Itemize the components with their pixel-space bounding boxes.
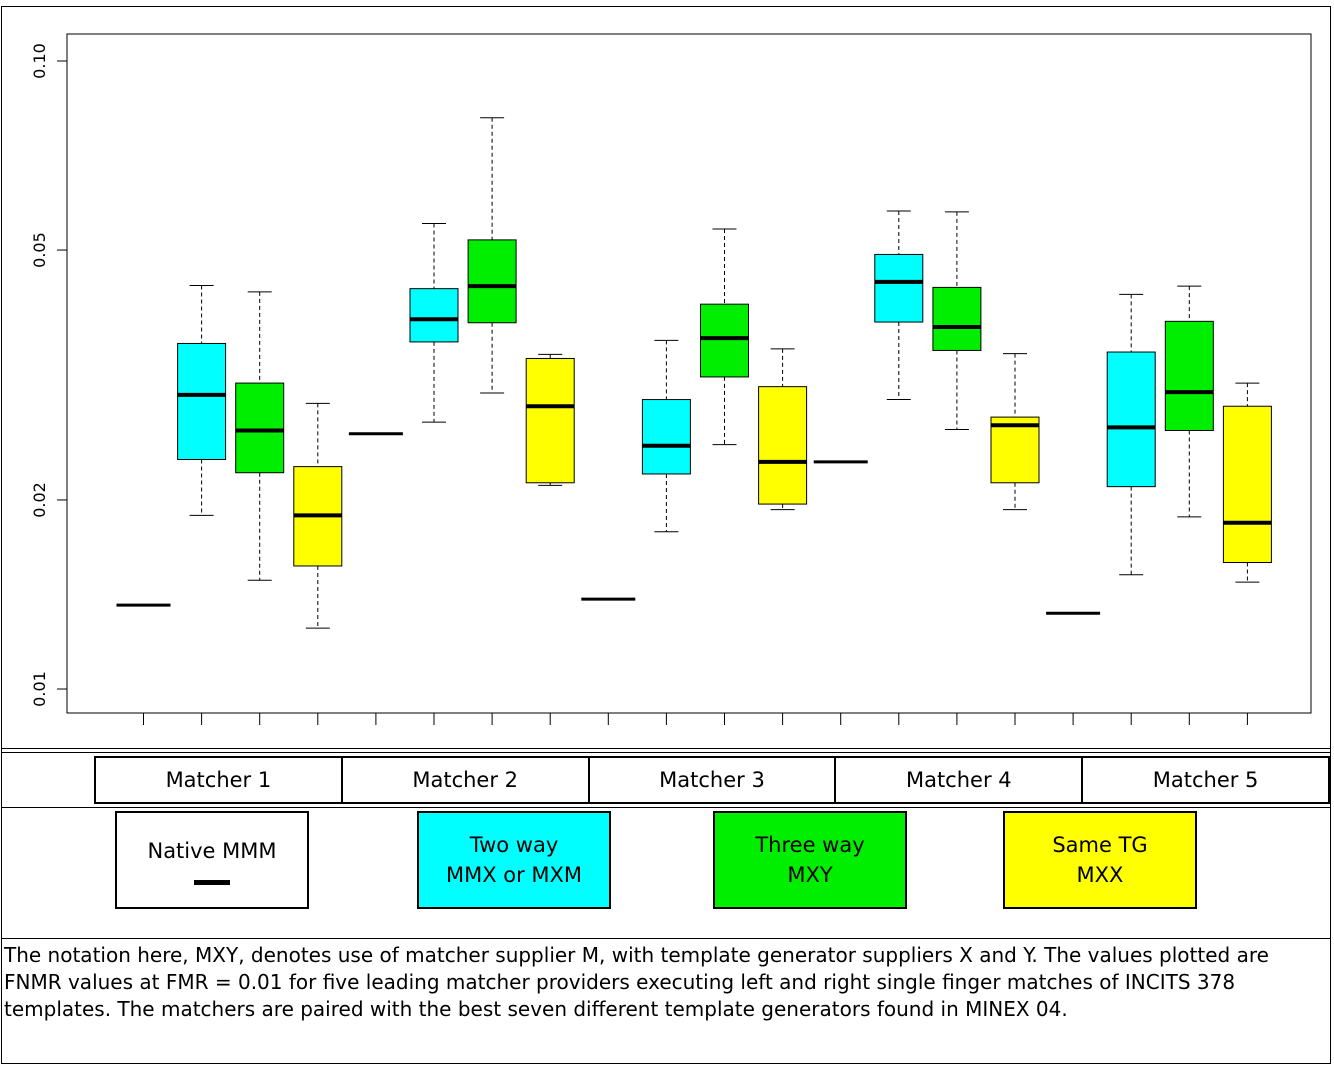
box-iqr <box>525 357 575 484</box>
divider-top <box>1 748 1331 749</box>
box-iqr <box>235 382 285 474</box>
box-iqr <box>177 342 227 460</box>
caption-text: The notation here, MXY, denotes use of m… <box>4 943 1269 1021</box>
y-tick-label: 0.02 <box>30 482 49 518</box>
box-iqr <box>1222 405 1272 564</box>
box-iqr <box>932 286 982 351</box>
matcher-label-2: Matcher 2 <box>343 758 590 802</box>
box-iqr <box>1164 320 1214 432</box>
box-iqr <box>758 386 808 505</box>
box-iqr <box>409 288 459 343</box>
legend-three-way: Three way MXY <box>713 811 907 909</box>
plot-area-border <box>66 33 1312 714</box>
legend-three-way-line1: Three way <box>755 833 865 857</box>
matcher-label-3: Matcher 3 <box>590 758 837 802</box>
figure-frame <box>1 6 1331 1064</box>
legend-native: Native MMM <box>115 811 309 909</box>
legend-three-way-line2: MXY <box>787 863 833 887</box>
legend-same-tg-line2: MXX <box>1076 863 1124 887</box>
box-iqr <box>641 399 691 475</box>
divider-top-2 <box>1 752 1331 753</box>
y-tick-label: 0.10 <box>30 43 49 79</box>
matcher-label-4: Matcher 4 <box>836 758 1084 802</box>
matcher-label-5: Matcher 5 <box>1152 768 1259 792</box>
box-iqr <box>1106 351 1156 488</box>
matcher-labels: Matcher 1 Matcher 2 Matcher 3 Matcher 4 … <box>94 756 1330 804</box>
legend-native-line <box>194 879 230 885</box>
box-iqr <box>874 253 924 323</box>
legend-two-way-line2: MMX or MXM <box>445 863 583 887</box>
matcher-label-1: Matcher 1 <box>96 758 343 802</box>
box-iqr <box>467 239 517 324</box>
legend-two-way: Two way MMX or MXM <box>417 811 611 909</box>
y-tick-label: 0.01 <box>30 671 49 707</box>
legend-same-tg: Same TG MXX <box>1003 811 1197 909</box>
box-iqr <box>700 303 749 378</box>
boxplot-chart: 0.01 0.02 0.05 0.10 <box>30 33 1312 725</box>
y-tick-label: 0.05 <box>30 232 49 268</box>
divider-middle <box>1 807 1331 808</box>
legend-same-tg-line1: Same TG <box>1052 833 1148 857</box>
legend-native-label: Native MMM <box>147 838 277 863</box>
box-iqr <box>990 416 1040 484</box>
legend-two-way-line1: Two way <box>469 833 559 857</box>
divider-caption <box>1 938 1331 939</box>
